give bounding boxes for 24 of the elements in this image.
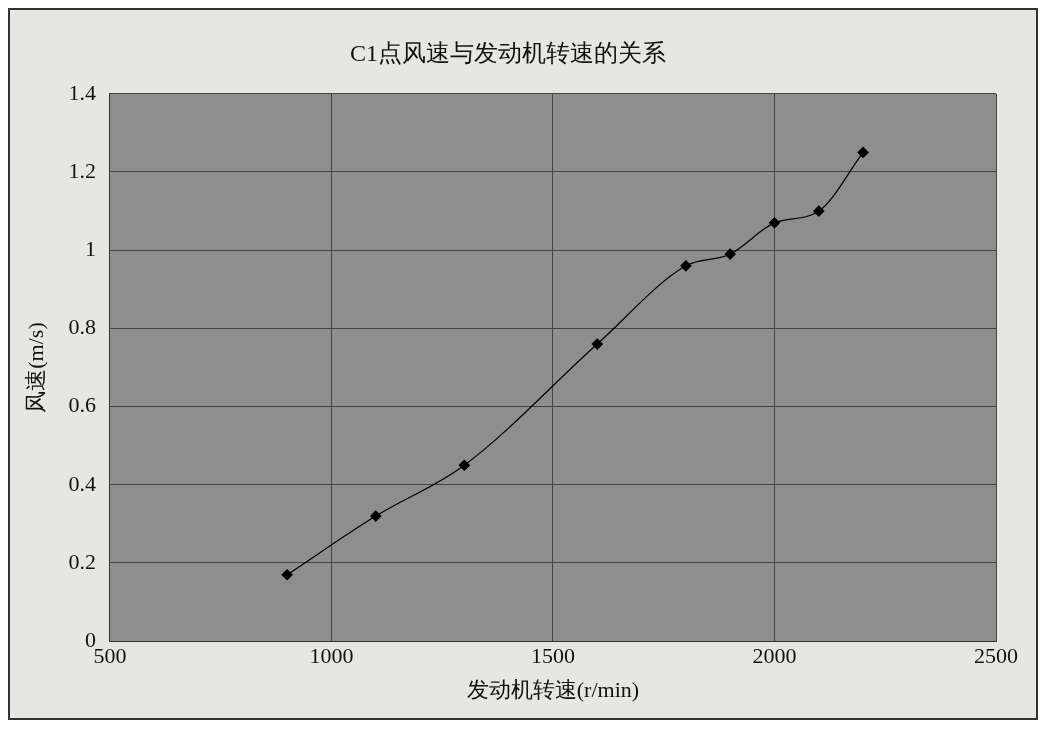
y-tick-label: 1.4 [68, 79, 96, 105]
x-tick-label: 1500 [530, 643, 575, 669]
point [281, 569, 293, 581]
x-tick-label: 2000 [752, 643, 797, 669]
point [724, 248, 736, 260]
y-axis-title: 风速(m/s) [22, 322, 48, 413]
y-tick-label: 0.8 [68, 314, 96, 340]
y-tick-label: 0.2 [68, 548, 96, 574]
y-tick-label: 0 [84, 626, 96, 652]
point [768, 217, 781, 229]
point [458, 459, 470, 471]
point [591, 338, 603, 350]
point [680, 260, 692, 272]
y-tick-label: 1 [84, 235, 96, 261]
y-tick-label: 1.2 [68, 157, 96, 183]
x-tick-label: 2500 [974, 643, 1018, 669]
y-tick-label: 0.6 [68, 392, 96, 418]
point [370, 510, 382, 522]
y-tick-label: 0.4 [68, 470, 96, 496]
point [857, 146, 869, 159]
chart-title: C1点风速与发动机转速的关系 [349, 39, 667, 66]
x-tick-label: 1000 [309, 643, 354, 669]
point [813, 205, 825, 217]
x-axis-title: 发动机转速(r/min) [466, 676, 640, 702]
